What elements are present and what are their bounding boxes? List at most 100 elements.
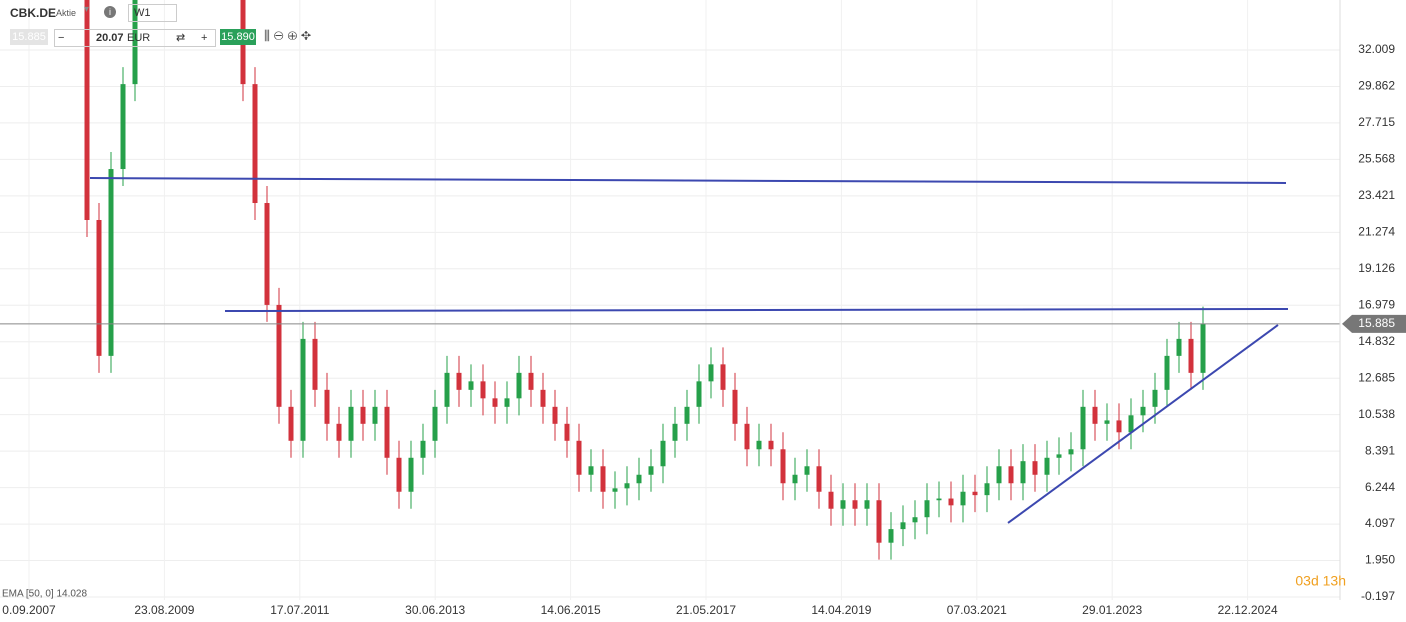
candle-body [1128,415,1134,433]
y-tick-label: 32.009 [1358,42,1395,56]
candle-body [432,406,438,441]
x-tick-label: 0.09.2007 [2,603,56,617]
candle-body [288,406,294,441]
candle-body [456,372,462,390]
timer: 03d 13h [1295,573,1346,589]
candle-body [816,466,822,492]
x-tick-label: 29.01.2023 [1082,603,1142,617]
last-price-label: 15.885 [1358,316,1395,330]
candle-body [264,203,270,305]
ask[interactable]: 15.890 [220,29,256,45]
candle-body [132,0,138,85]
candle-body [720,364,726,390]
info-icon[interactable]: i [104,6,116,18]
candle-body [1164,355,1170,390]
candle-body [408,457,414,492]
quantity[interactable]: 20.07 [96,32,124,44]
trendline [89,177,1287,184]
minus-button[interactable]: − [58,32,65,44]
candle-body [1080,406,1086,450]
candle-body [888,529,894,543]
trendline [1007,324,1279,524]
candle-body [252,84,258,204]
candle-body [504,398,510,407]
candle-body [840,500,846,509]
y-tick-label: 6.244 [1365,480,1395,494]
candle-body [804,466,810,475]
candle-body [600,466,606,492]
candle-body [660,440,666,467]
candle-body [1176,338,1182,356]
candle-body [348,406,354,441]
candle-body [828,491,834,509]
currency: EUR [127,32,151,44]
y-tick-label: 4.097 [1365,516,1395,530]
plus-button[interactable]: + [201,32,208,44]
last-price-tag [1342,314,1406,333]
y-tick-label: 16.979 [1358,297,1395,311]
order-box [54,29,216,47]
candle-body [120,84,126,170]
switch-icon[interactable]: ⇄ [176,32,186,44]
tool-icons[interactable]: ⫼ ⊖ ⊕ ✥ [264,28,312,43]
candle-body [96,219,102,356]
candle-body [528,372,534,390]
candle-body [312,338,318,390]
y-tick-label: 23.421 [1358,188,1395,202]
candle-body [1020,461,1026,484]
timeframe[interactable]: W1 [128,4,177,22]
candle-body [1056,454,1062,458]
candle-body [624,483,630,489]
candle-body [1188,338,1194,373]
candle-body [1140,406,1146,416]
candle-body [324,389,330,424]
candle-body [1152,389,1158,407]
candle-body [648,466,654,475]
candle-body [636,474,642,484]
candle-body [492,398,498,407]
candle-body [1200,323,1206,373]
y-tick-label: 21.274 [1358,224,1395,238]
candle-body [864,500,870,509]
y-tick-label: -0.197 [1361,589,1395,603]
candle-body [276,304,282,407]
symbol[interactable]: CBK.DE [10,6,57,20]
indicator-label: EMA [50, 0] 14.028 [2,589,87,600]
y-tick-label: 25.568 [1358,152,1395,166]
candle-body [540,389,546,407]
x-tick-label: 22.12.2024 [1218,603,1278,617]
candle-body [84,0,90,220]
candle-body [948,498,954,506]
candle-body [480,381,486,399]
candle-body [876,500,882,543]
dropdown-icon[interactable]: ▾ [84,4,90,15]
candle-body [384,406,390,458]
candle-body [912,517,918,523]
candle-body [780,449,786,484]
candle-body [708,364,714,382]
candle-body [1044,457,1050,475]
candle-body [756,440,762,450]
x-tick-label: 07.03.2021 [947,603,1007,617]
candle-body [1104,420,1110,424]
candle-body [468,381,474,390]
candle-body [684,406,690,424]
candle-body [924,500,930,518]
candle-body [552,406,558,424]
y-tick-label: 12.685 [1358,370,1395,384]
candle-body [336,423,342,441]
candle-body [444,372,450,407]
candle-body [372,406,378,424]
candle-body [768,440,774,450]
x-tick-label: 21.05.2017 [676,603,736,617]
bid[interactable]: 15.885 [10,29,48,45]
y-tick-label: 29.862 [1358,79,1395,93]
y-tick-label: 10.538 [1358,407,1395,421]
candle-body [1008,466,1014,484]
y-tick-label: 1.950 [1365,553,1395,567]
candle-body [564,423,570,441]
candle-body [852,500,858,509]
x-tick-label: 23.08.2009 [134,603,194,617]
candle-body [1116,420,1122,433]
